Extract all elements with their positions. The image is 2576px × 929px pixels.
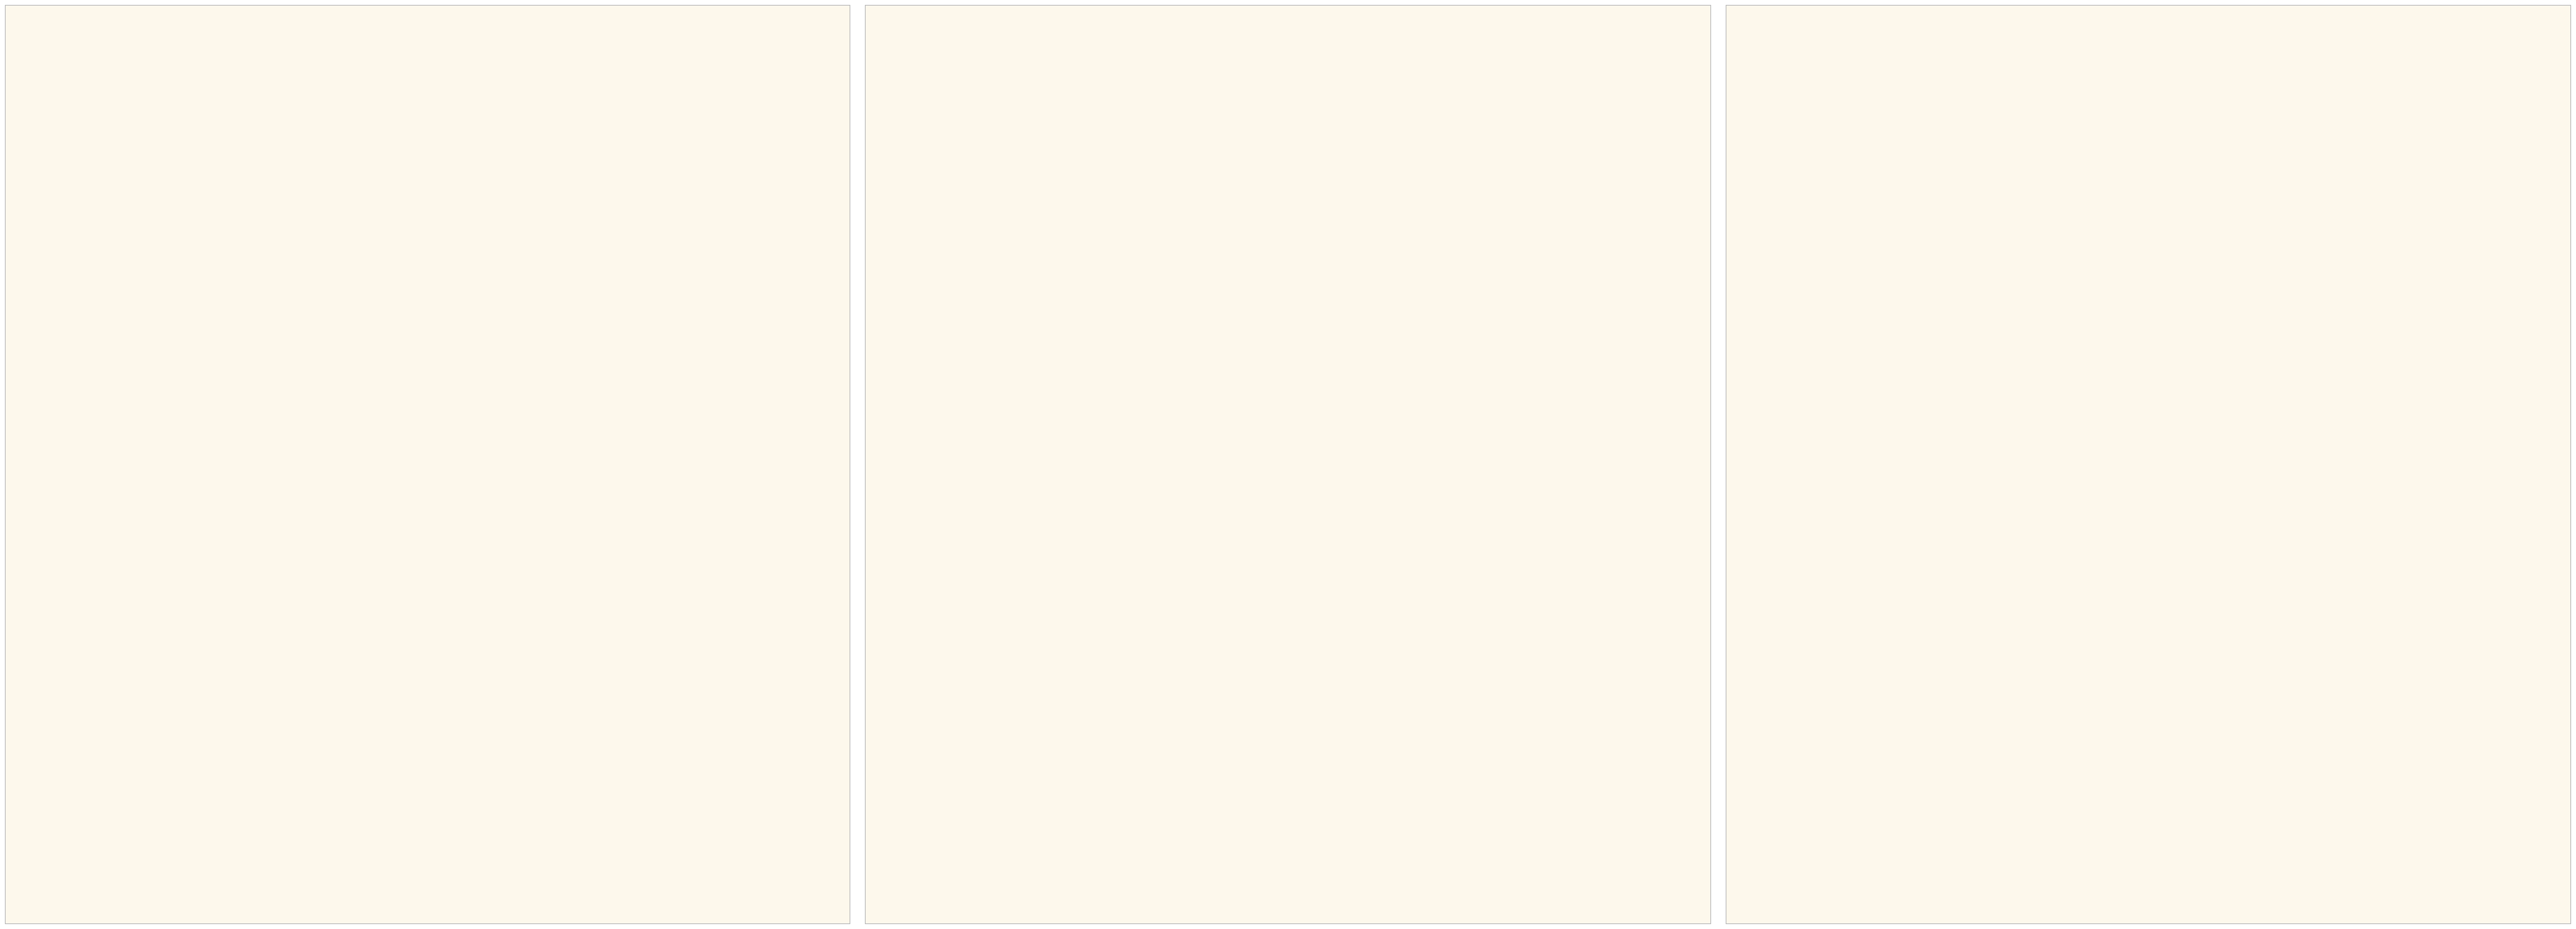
panel-2 [865, 5, 1710, 924]
chart-2 [866, 6, 1710, 923]
chart-3 [1726, 6, 2570, 923]
panel-3 [1726, 5, 2571, 924]
panel-1 [5, 5, 850, 924]
chart-row [0, 0, 2576, 929]
chart-1 [6, 6, 850, 923]
